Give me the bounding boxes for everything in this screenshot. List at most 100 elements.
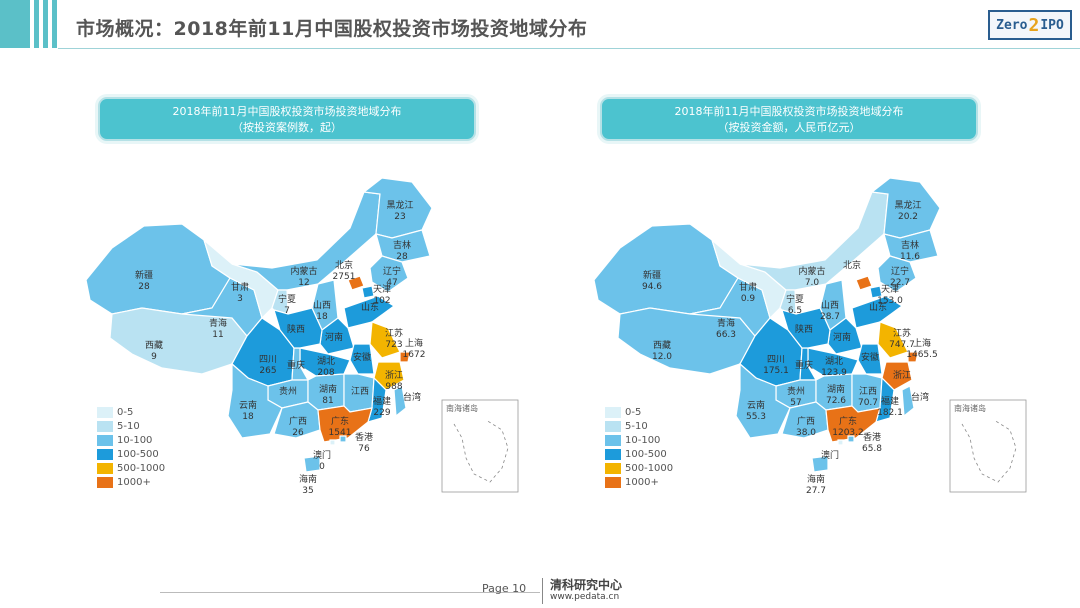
region-name-shaanxi: 陕西 [795,323,813,335]
region-name-jiangsu: 江苏 [385,327,403,339]
region-value-guangxi: 26 [292,428,304,438]
legend-swatch [605,434,621,446]
legend-label: 0-5 [625,406,642,418]
region-name-hainan: 海南 [807,473,825,485]
region-name-guangdong: 广东 [839,415,857,427]
right-map-legend: 0-5 5-10 10-100 100-500 500-1000 1000+ [605,405,673,489]
inset-frame [441,399,519,493]
region-name-hongkong: 香港 [863,431,881,443]
region-name-taiwan: 台湾 [911,391,929,403]
region-name-beijing: 北京 [335,259,353,271]
region-label-shandong: 山东 [361,301,379,313]
region-label-heilongjiang: 黑龙江 20.2 [894,199,921,222]
region-value-guangdong: 1541 [329,428,352,438]
region-label-jilin: 吉林 28 [393,239,411,262]
region-name-jiangxi: 江西 [859,386,877,397]
region-label-hunan: 湖南 81 [319,383,337,406]
region-name-ningxia: 宁夏 [278,293,296,305]
left-panel-title-line2: （按投资案例数，起） [232,121,342,134]
region-label-yunnan: 云南 18 [239,399,257,422]
region-label-guangdong: 广东 1541 [329,415,352,438]
region-value-sichuan: 175.1 [763,366,789,376]
left-china-map: 新疆 28 西藏 9 青海 11 甘肃 3 内蒙古 12 宁夏 7 黑龙江 23 吉林 28 辽宁 47 北京 275… [82,168,522,498]
right-china-map: 新疆 94.6 西藏 12.0 青海 66.3 甘肃 0.9 内蒙古 7.0 宁夏 6.5 黑龙江 20.… [590,168,1030,498]
region-value-hunan: 81 [322,396,333,406]
region-tianjin [869,285,883,299]
region-name-qinghai: 青海 [717,317,735,329]
logo-text-left: Zero [996,17,1028,33]
region-label-anhui: 安徽 [861,351,879,363]
region-label-hongkong: 香港 65.8 [862,431,882,454]
region-name-yunnan: 云南 [747,399,765,411]
region-value-shanxi: 18 [316,312,328,322]
legend-swatch [97,420,113,432]
region-value-ningxia: 7 [284,306,290,316]
region-hainan [303,455,321,473]
region-value-hainan: 35 [302,486,313,496]
region-shandong [343,295,396,329]
region-label-fujian: 福建 229 [373,395,391,418]
right-panel-title-line2: （按投资金额，人民币亿元） [717,121,861,134]
region-tianjin [361,285,375,299]
region-label-liaoning: 辽宁 47 [383,265,401,288]
region-value-yunnan: 55.3 [746,412,766,422]
region-name-qinghai: 青海 [209,317,227,329]
region-name-shandong: 山东 [361,301,379,313]
region-name-anhui: 安徽 [353,351,371,363]
region-value-ningxia: 6.5 [788,306,802,316]
region-name-zhejiang: 浙江 [385,369,403,381]
region-value-jilin: 11.6 [900,252,920,262]
right-panel-title-line1: 2018年前11月中国股权投资市场投资地域分布 [674,105,904,118]
region-name-shaanxi: 陕西 [287,323,305,335]
right-panel-title: 2018年前11月中国股权投资市场投资地域分布 （按投资金额，人民币亿元） [600,97,978,141]
region-label-liaoning: 辽宁 22.7 [890,265,910,288]
region-value-yunnan: 18 [242,412,254,422]
region-name-shanxi: 山西 [313,300,331,311]
region-value-jiangsu: 747.7 [889,340,915,350]
region-name-shanxi: 山西 [821,300,839,311]
region-name-zhejiang: 浙江 [893,369,911,381]
region-value-hongkong: 65.8 [862,444,882,454]
region-label-guizhou: 贵州 57 [787,385,805,408]
region-value-gansu: 3 [237,294,243,304]
region-value-guizhou: 57 [790,398,801,408]
region-yunnan [735,362,791,439]
legend-item: 500-1000 [97,461,165,475]
legend-item: 1000+ [605,475,673,489]
region-value-tianjin: 153.0 [877,296,903,306]
region-name-xinjiang: 新疆 [643,269,661,281]
region-label-xinjiang: 新疆 28 [135,269,153,292]
region-value-hubei: 208 [317,368,334,378]
region-label-shanxi: 山西 18 [313,300,331,322]
legend-swatch [605,406,621,418]
region-name-xizang: 西藏 [145,339,163,351]
legend-label: 500-1000 [625,462,674,474]
legend-swatch [97,462,113,474]
region-label-jiangsu: 江苏 723 [385,327,403,350]
region-label-taiwan: 台湾 [911,391,929,403]
region-label-hubei: 湖北 123.9 [821,356,847,378]
region-value-jiangxi: 70.7 [858,398,878,408]
footer-divider [160,592,540,593]
legend-item: 10-100 [97,433,165,447]
region-label-anhui: 安徽 [353,351,371,363]
logo-text-right: IPO [1040,17,1064,33]
left-panel-title: 2018年前11月中国股权投资市场投资地域分布 （按投资案例数，起） [98,97,476,141]
legend-label: 0-5 [117,406,134,418]
region-value-qinghai: 66.3 [716,330,736,340]
region-label-jilin: 吉林 11.6 [900,239,920,262]
region-label-qinghai: 青海 66.3 [716,317,736,340]
footer-org-name: 清科研究中心 [550,578,623,592]
region-name-jilin: 吉林 [901,239,919,251]
region-value-neimenggu: 7.0 [805,278,820,288]
region-guangdong [317,405,373,443]
region-label-zhejiang: 浙江 [893,369,911,381]
region-value-shanghai: 1465.5 [906,350,938,360]
region-name-jilin: 吉林 [393,239,411,251]
region-name-henan: 河南 [325,331,343,343]
south-china-sea-inset: 南海诸岛 [441,399,519,493]
region-beijing [855,275,873,291]
legend-swatch [605,420,621,432]
inset-frame [949,399,1027,493]
